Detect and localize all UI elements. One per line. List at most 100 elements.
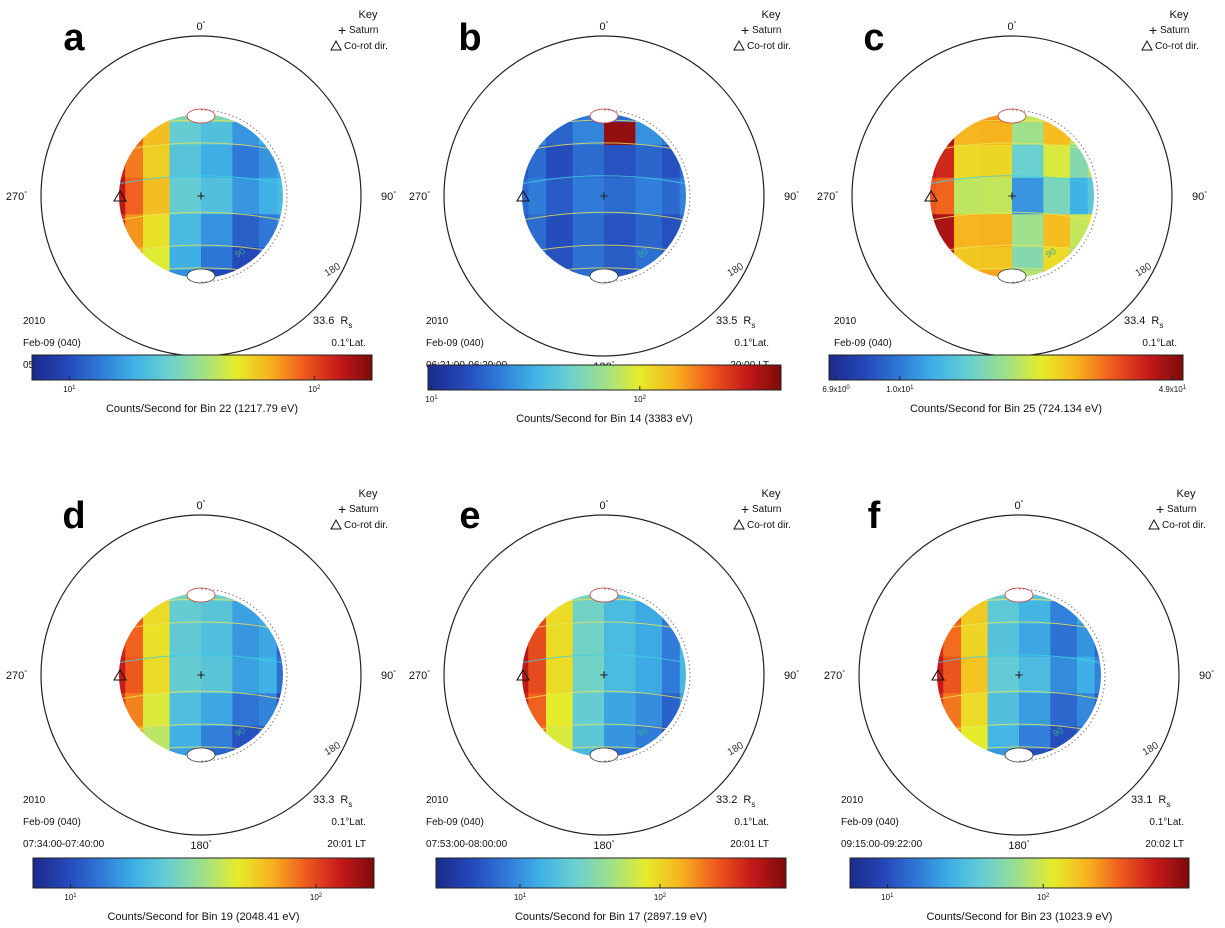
sky-cell	[943, 593, 962, 602]
distance-unit: R	[1151, 315, 1159, 327]
sky-cell	[961, 656, 989, 694]
south-notch	[186, 747, 216, 763]
sky-cell	[604, 177, 636, 215]
arc-label: 180	[1141, 740, 1161, 758]
sky-cell	[119, 177, 126, 215]
tick-base: 10	[63, 385, 72, 394]
sky-cell	[201, 122, 233, 146]
sky-cell	[943, 693, 962, 727]
saturn-key-icon: +	[1156, 501, 1164, 517]
sky-cell	[528, 122, 547, 146]
key-title: Key	[359, 488, 378, 500]
angle-label-top: 0°	[1008, 20, 1017, 33]
sky-cell	[635, 214, 663, 248]
sky-cell	[258, 726, 278, 750]
angle-label-bottom: 180°	[1008, 839, 1029, 852]
angle-label-left: 270°	[6, 669, 27, 682]
sky-cell	[1094, 601, 1101, 625]
sky-cell	[1094, 656, 1101, 694]
north-notch	[1004, 587, 1034, 603]
sky-cell	[980, 122, 1013, 146]
colorbar-caption: Counts/Second for Bin 23 (1023.9 eV)	[927, 911, 1113, 923]
local-time-label: 20:02 LT	[1145, 839, 1184, 850]
corotation-marker	[113, 189, 127, 202]
sky-cell	[1012, 114, 1044, 123]
sky-cell	[125, 177, 144, 215]
degree-sign: °	[393, 190, 396, 198]
sky-cell	[572, 247, 605, 271]
sky-cell	[661, 593, 681, 602]
sky-cell	[1069, 144, 1089, 179]
sky-cell	[143, 748, 171, 757]
sky-cell	[232, 114, 260, 123]
date-label: Feb-09 (040)	[426, 338, 484, 349]
sky-cell	[661, 177, 681, 215]
sky-cell	[119, 247, 126, 271]
latitude-label: 0.1°Lat.	[1149, 817, 1184, 828]
colorbar-gradient	[849, 857, 1190, 889]
sky-cell	[661, 114, 681, 123]
saturn-key-icon: +	[1149, 22, 1157, 38]
sky-cell	[954, 214, 982, 248]
sky-cell	[572, 269, 605, 278]
sky-cell	[936, 177, 955, 215]
distance-unit-sub: s	[751, 321, 755, 330]
sky-cell	[943, 601, 962, 625]
sky-cell	[679, 247, 686, 271]
sky-cell	[604, 593, 636, 602]
corot-key-icon	[330, 39, 342, 51]
sky-cell	[936, 214, 955, 248]
distance-unit-sub: s	[1159, 321, 1163, 330]
degree-sign: °	[606, 20, 609, 28]
sky-cell	[1019, 601, 1051, 625]
sky-cell	[522, 748, 529, 757]
angle-label-left: 270°	[409, 669, 430, 682]
sky-cell	[980, 247, 1013, 271]
angle-label-right: 90°	[1192, 190, 1207, 203]
sky-cell	[169, 214, 202, 248]
sky-cell	[1012, 214, 1044, 248]
sky-cell	[635, 593, 663, 602]
inner-arc-label: 90	[233, 246, 247, 260]
sky-cell	[522, 623, 529, 658]
key-saturn: Saturn	[349, 504, 378, 515]
degree-sign: °	[24, 669, 27, 677]
distance-label: 33.1 Rs	[1131, 794, 1170, 809]
sky-cell	[546, 122, 574, 146]
sky-cell	[635, 122, 663, 146]
sky-cell	[125, 693, 144, 727]
year-label: 2010	[841, 795, 864, 806]
north-notch	[589, 108, 619, 124]
distance-value: 33.3	[313, 794, 334, 806]
distance-label: 33.3 Rs	[313, 794, 352, 809]
sky-cell	[937, 656, 944, 694]
angle-label-left: 270°	[6, 190, 27, 203]
colorbar-tick-label: 101	[64, 893, 77, 902]
sky-cell	[572, 623, 605, 658]
sky-cell	[143, 693, 171, 727]
sky-cell	[1043, 114, 1071, 123]
sky-cell	[961, 601, 989, 625]
latitude-line	[930, 211, 1094, 221]
sky-cell	[1012, 122, 1044, 146]
sky-cell	[1087, 122, 1094, 146]
sky-cell	[546, 601, 574, 625]
latitude-line	[119, 654, 283, 664]
tick-exponent: 2	[643, 395, 647, 401]
sky-cell	[169, 623, 202, 658]
sky-cell	[987, 693, 1020, 727]
sky-cell	[143, 214, 171, 248]
sky-cell	[937, 601, 944, 625]
sky-cell	[980, 269, 1013, 278]
sky-cell	[528, 177, 547, 215]
sky-cell	[572, 122, 605, 146]
sky-cell	[125, 247, 144, 271]
sky-cell	[528, 693, 547, 727]
sky-cell	[954, 114, 982, 123]
degree-sign: °	[209, 839, 212, 847]
tick-base: 10	[1037, 893, 1046, 902]
